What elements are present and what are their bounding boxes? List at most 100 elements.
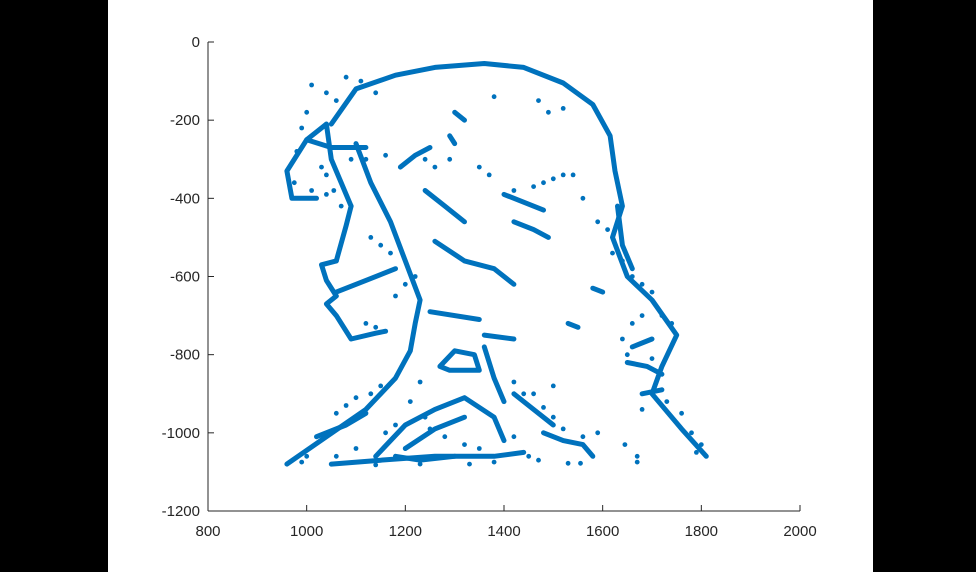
data-point	[605, 227, 610, 233]
data-point	[373, 90, 379, 96]
data-point	[417, 379, 423, 385]
sketch-stroke	[437, 348, 482, 373]
y-tick-label: -1000	[162, 425, 200, 442]
data-point	[560, 172, 566, 178]
data-point	[511, 379, 517, 385]
data-point	[622, 442, 628, 447]
sketch-stroke	[590, 285, 606, 295]
data-point	[324, 192, 329, 197]
sketch-stroke	[393, 453, 458, 463]
data-point	[578, 460, 583, 466]
x-tick-label: 800	[195, 523, 220, 540]
sketch-stroke	[427, 309, 482, 322]
sketch-stroke	[314, 410, 369, 440]
data-point	[319, 164, 324, 170]
data-point	[639, 407, 645, 412]
y-tick-label: -200	[170, 112, 200, 129]
sketch-stroke	[333, 266, 398, 295]
data-point	[412, 274, 418, 279]
sketch-stroke	[541, 430, 596, 459]
data-point	[624, 352, 630, 358]
data-point	[550, 414, 556, 420]
data-point	[467, 461, 472, 467]
sketch-stroke	[319, 258, 389, 342]
data-point	[595, 430, 601, 436]
data-point	[304, 453, 310, 459]
data-point	[353, 395, 359, 401]
data-point	[309, 82, 314, 88]
data-point	[476, 164, 482, 170]
data-point	[432, 164, 438, 170]
data-point	[402, 281, 408, 287]
data-point	[550, 176, 556, 182]
x-tick-label: 1800	[685, 523, 718, 540]
data-point	[620, 336, 625, 342]
data-point	[333, 98, 339, 103]
data-point	[531, 391, 536, 397]
data-point	[378, 383, 384, 389]
data-point	[550, 383, 556, 389]
data-point	[363, 321, 369, 326]
x-tick-label: 1400	[487, 523, 520, 540]
data-point	[333, 453, 339, 459]
sketch-stroke	[511, 219, 551, 240]
data-point	[427, 426, 433, 432]
data-point	[491, 94, 497, 100]
sketch-stroke	[284, 141, 423, 467]
sketch-stroke	[447, 133, 458, 147]
data-point	[343, 403, 349, 408]
data-point	[373, 324, 379, 330]
sketch-stroke	[481, 332, 517, 342]
data-point	[383, 152, 388, 158]
data-marks	[284, 61, 709, 468]
data-point	[595, 219, 601, 225]
x-tick-label: 2000	[783, 523, 816, 540]
sketch-stroke	[333, 203, 354, 264]
data-point	[476, 446, 482, 451]
x-tick-label: 1000	[290, 523, 323, 540]
data-point	[541, 180, 546, 186]
data-point	[343, 74, 349, 80]
data-point	[324, 90, 329, 96]
x-tick-label: 1600	[586, 523, 619, 540]
y-tick-label: -800	[170, 347, 200, 364]
data-point	[333, 410, 339, 416]
y-tick-label: -400	[170, 190, 200, 207]
sketch-stroke	[284, 121, 329, 201]
data-point	[393, 422, 398, 428]
data-point	[422, 414, 428, 420]
data-point	[363, 156, 369, 162]
data-point	[462, 442, 467, 447]
data-point	[639, 313, 645, 318]
y-axis-ticks: 0 -200 -400 -600 -800 -1000 -1200	[162, 34, 214, 520]
data-point	[580, 195, 586, 201]
data-point	[698, 442, 704, 447]
data-point	[531, 184, 536, 190]
sketch-stroke	[323, 121, 354, 209]
data-point	[368, 235, 374, 240]
sketch-stroke	[615, 203, 635, 272]
data-point	[358, 78, 364, 84]
x-tick-label: 1200	[389, 523, 422, 540]
chart-figure: 800 1000 1200 1400 1600 1800 2000 0 -200 -400 -60…	[108, 0, 873, 572]
sketch-stroke	[624, 360, 665, 377]
data-point	[309, 188, 314, 193]
data-point	[659, 313, 665, 318]
data-point	[388, 250, 393, 256]
data-point	[368, 391, 374, 397]
y-tick-label: -600	[170, 269, 200, 286]
sketch-stroke	[639, 387, 665, 397]
data-point	[511, 188, 517, 193]
data-point	[447, 156, 453, 162]
data-point	[536, 457, 541, 463]
data-point	[634, 453, 640, 459]
data-point	[560, 106, 566, 111]
sketch-stroke	[511, 391, 556, 428]
data-point	[639, 281, 645, 287]
sketch-stroke	[422, 188, 467, 225]
data-point	[378, 242, 384, 248]
sketch-stroke	[432, 238, 517, 287]
data-point	[338, 203, 344, 209]
data-point	[373, 462, 379, 468]
data-point	[491, 459, 497, 465]
